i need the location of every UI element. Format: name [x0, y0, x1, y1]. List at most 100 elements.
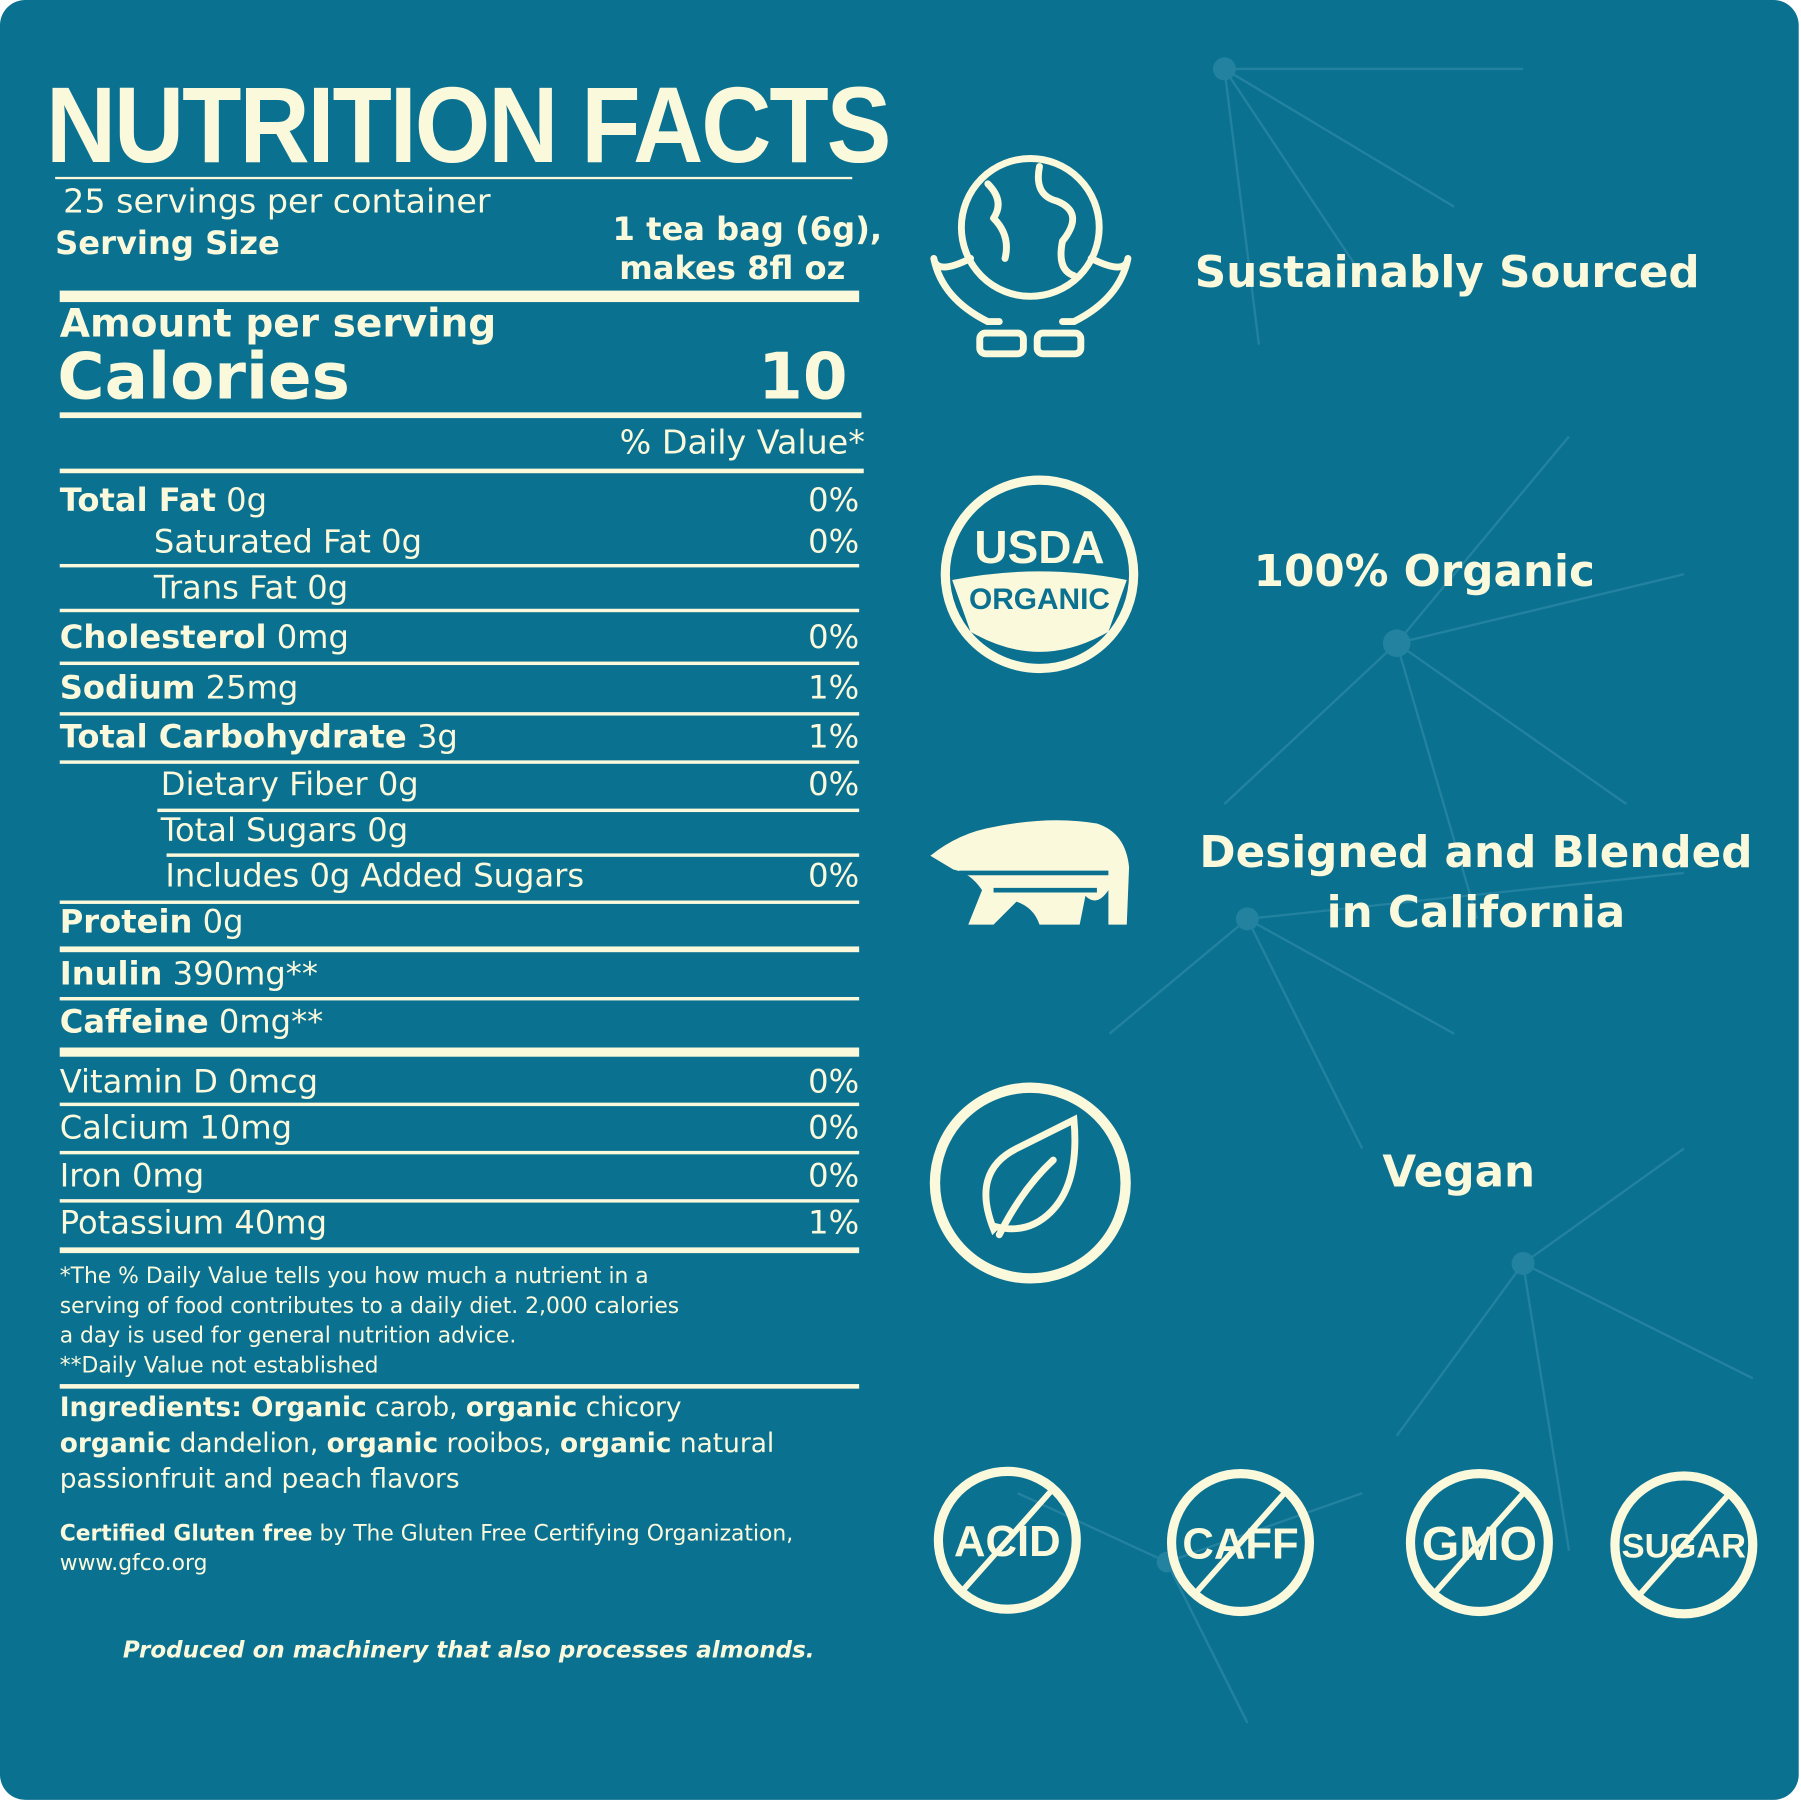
- ingredients-segment: organic: [326, 1428, 439, 1459]
- feature-label: 100% Organic: [1253, 545, 1595, 597]
- nutrient-amount: 0g: [381, 522, 422, 561]
- nutrient-amount: 0mg: [276, 617, 349, 656]
- certified-text: by The Gluten Free Certifying Organizati…: [312, 1520, 794, 1547]
- nutrient-label: Saturated Fat 0g: [154, 521, 422, 562]
- nutrient-amount: 25mg: [205, 668, 299, 707]
- page-title: NUTRITION FACTS: [45, 64, 892, 185]
- footnote-line: *The % Daily Value tells you how much a …: [59, 1263, 649, 1289]
- nutrient-name: Potassium: [59, 1203, 225, 1242]
- nutrient-label: Calcium 10mg: [60, 1107, 292, 1148]
- nutrient-label: Potassium 40mg: [60, 1203, 327, 1244]
- california-bear-icon: [930, 820, 1130, 925]
- row-divider: [59, 712, 860, 716]
- nutrient-amount: 0mg**: [218, 1002, 324, 1041]
- ingredients-segment: Ingredients: Organic: [59, 1393, 367, 1424]
- row-divider: [166, 853, 860, 857]
- calories-label: Calories: [57, 339, 350, 415]
- badge-text: SUGAR: [1622, 1527, 1746, 1565]
- nutrient-row: Protein 0g: [60, 902, 859, 943]
- nutrient-label: Total Sugars 0g: [161, 810, 408, 851]
- divider: [59, 1384, 860, 1389]
- nutrient-name: Includes 0g Added Sugars: [165, 856, 585, 895]
- globe-in-hands-icon: [930, 155, 1132, 358]
- row-divider: [59, 1247, 860, 1254]
- row-divider: [59, 661, 860, 666]
- servings-per-container: 25 servings per container: [63, 181, 491, 221]
- ingredients-segment: organic: [59, 1428, 172, 1459]
- nutrient-amount: 0g: [307, 568, 349, 607]
- nutrient-row: Dietary Fiber 0g 0%: [161, 764, 859, 805]
- nutrient-label: Protein 0g: [60, 902, 244, 943]
- serving-size-label: Serving Size: [55, 223, 280, 262]
- no-caffeine-icon: CAFF: [1166, 1469, 1314, 1617]
- nutrient-name: Iron: [59, 1156, 122, 1195]
- divider: [59, 412, 862, 419]
- nutrient-label: Total Carbohydrate 3g: [60, 717, 458, 758]
- nutrient-label: Iron 0mg: [60, 1155, 205, 1196]
- calories-value: 10: [758, 339, 848, 415]
- nutrient-amount: 3g: [416, 717, 458, 756]
- ingredients-segment: passionfruit and peach flavors: [59, 1464, 460, 1495]
- nutrient-name: Sodium: [59, 668, 196, 707]
- ingredients-segment: carob,: [366, 1393, 466, 1424]
- nutrient-row: Calcium 10mg 0%: [60, 1107, 859, 1148]
- badge-text: CAFF: [1182, 1519, 1298, 1568]
- nutrient-label: Cholesterol 0mg: [60, 617, 349, 658]
- nutrient-name: Total Sugars: [160, 810, 358, 849]
- row-divider: [59, 996, 860, 1001]
- row-divider: [59, 1150, 860, 1155]
- ingredients-segment: organic: [559, 1428, 672, 1459]
- footnote-line: **Daily Value not established: [59, 1353, 379, 1379]
- nutrient-name: Cholesterol: [59, 617, 267, 656]
- nutrient-amount: 0mcg: [228, 1062, 319, 1101]
- row-divider: [157, 808, 860, 813]
- nutrient-row: Potassium 40mg 1%: [60, 1203, 859, 1244]
- ingredients-segment: rooibos,: [438, 1428, 560, 1459]
- ingredients-segment: organic: [465, 1393, 578, 1424]
- row-divider: [59, 1047, 860, 1057]
- nutrient-daily-value: 0%: [808, 522, 860, 561]
- row-divider: [59, 608, 860, 613]
- nutrient-name: Vitamin D: [59, 1062, 218, 1101]
- usda-organic-seal-icon: USDA ORGANIC: [940, 475, 1139, 674]
- nutrient-name: Inulin: [59, 954, 163, 993]
- nutrient-label: Sodium 25mg: [60, 667, 299, 708]
- nutrient-daily-value: 1%: [808, 717, 860, 756]
- certified-bold: Certified Gluten free: [59, 1520, 313, 1547]
- nutrient-label: Vitamin D 0mcg: [60, 1061, 318, 1102]
- nutrient-row: Trans Fat 0g: [154, 567, 859, 608]
- nutrient-name: Total Fat: [59, 481, 216, 520]
- nutrient-row: Saturated Fat 0g 0%: [154, 521, 859, 562]
- nutrient-row: Caffeine 0mg**: [60, 1002, 859, 1043]
- allergen-note: Produced on machinery that also processe…: [122, 1635, 815, 1664]
- nutrient-amount: 0g: [377, 764, 419, 803]
- badge-text: GMO: [1422, 1517, 1537, 1571]
- dandelion-background-decoration: [1017, 57, 1754, 1724]
- nutrient-row: Total Carbohydrate 3g 1%: [60, 717, 859, 758]
- nutrient-amount: 10mg: [199, 1108, 293, 1147]
- nutrient-name: Total Carbohydrate: [59, 717, 407, 756]
- nutrient-daily-value: 0%: [808, 481, 860, 520]
- divider: [59, 468, 864, 474]
- daily-value-footnote: *The % Daily Value tells you how much a …: [60, 1261, 679, 1380]
- no-gmo-icon: GMO: [1405, 1469, 1553, 1617]
- nutrient-daily-value: 1%: [808, 668, 860, 707]
- certified-url[interactable]: www.gfco.org: [59, 1550, 208, 1576]
- nutrient-daily-value: 0%: [808, 1062, 860, 1101]
- nutrient-name: Protein: [59, 902, 193, 941]
- no-acid-icon: ACID: [933, 1466, 1081, 1614]
- ingredients-line: Ingredients: Organic carob, organic chic…: [60, 1391, 775, 1427]
- nutrient-row: Sodium 25mg 1%: [60, 667, 859, 708]
- nutrient-row: Inulin 390mg**: [60, 953, 859, 994]
- nutrient-label: Dietary Fiber 0g: [161, 764, 419, 805]
- row-divider: [59, 946, 860, 953]
- nutrient-name: Caffeine: [59, 1002, 209, 1041]
- nutrient-daily-value: 0%: [808, 1156, 860, 1195]
- nutrient-name: Dietary Fiber: [160, 764, 368, 803]
- nutrient-row: Includes 0g Added Sugars 0%: [165, 856, 859, 897]
- row-divider: [59, 900, 860, 904]
- gluten-free-certification: Certified Gluten free by The Gluten Free…: [60, 1518, 793, 1578]
- no-sugar-icon: SUGAR: [1610, 1471, 1758, 1619]
- feature-label: Designed and Blended in California: [1195, 822, 1758, 941]
